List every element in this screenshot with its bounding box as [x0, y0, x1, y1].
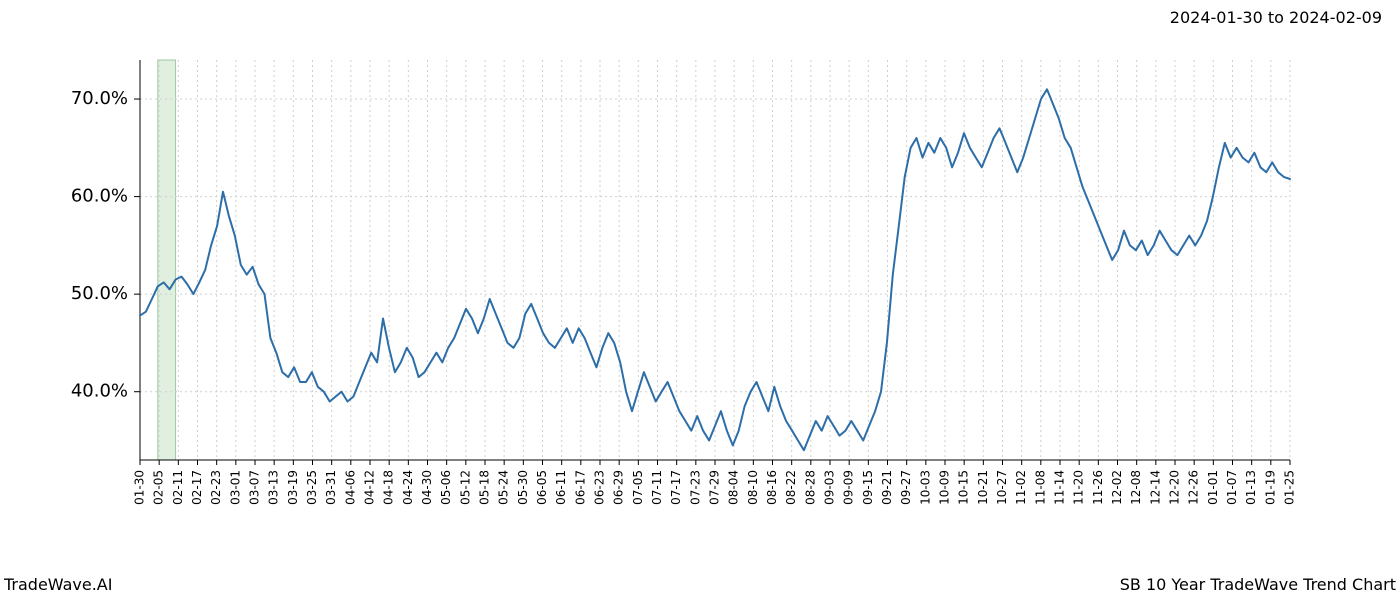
x-tick-label: 12-20: [1168, 470, 1182, 505]
brand-label: TradeWave.AI: [4, 575, 112, 594]
x-tick-label: 04-24: [401, 470, 415, 505]
x-tick-label: 04-12: [363, 470, 377, 505]
chart-svg: 40.0% 50.0% 60.0% 70.0% 01-30 02-05 02-11 02-17…: [0, 40, 1400, 550]
y-tick-label: 70.0%: [71, 88, 128, 109]
y-tick-label: 60.0%: [71, 186, 128, 207]
x-tick-label: 07-23: [688, 470, 702, 505]
x-tick-label: 10-21: [976, 470, 990, 505]
x-tick-label: 02-05: [152, 470, 166, 505]
x-tick-label: 03-13: [267, 470, 281, 505]
x-tick-label: 11-20: [1072, 470, 1086, 505]
x-tick-label: 10-09: [938, 470, 952, 505]
x-tick-label: 07-17: [669, 470, 683, 505]
x-tick-label: 09-15: [861, 470, 875, 505]
x-tick-label: 06-17: [573, 470, 587, 505]
x-tick-label: 08-22: [784, 470, 798, 505]
x-tick-label: 03-25: [305, 470, 319, 505]
x-tick-label: 01-19: [1263, 470, 1277, 505]
x-tick-label: 07-29: [708, 470, 722, 505]
x-tick-label: 10-27: [995, 470, 1009, 505]
x-tick-label: 03-07: [248, 470, 262, 505]
x-tick-label: 07-05: [631, 470, 645, 505]
x-tick-label: 10-03: [918, 470, 932, 505]
x-tick-label: 02-11: [171, 470, 185, 505]
x-tick-label: 11-26: [1091, 470, 1105, 505]
x-tick-label: 09-21: [880, 470, 894, 505]
x-tick-label: 05-06: [439, 470, 453, 505]
x-tick-label: 03-31: [324, 470, 338, 505]
x-tick-label: 01-25: [1283, 470, 1297, 505]
x-tick-label: 11-14: [1053, 470, 1067, 505]
x-tick-label: 03-01: [228, 470, 242, 505]
x-tick-label: 06-11: [554, 470, 568, 505]
chart-title: SB 10 Year TradeWave Trend Chart: [1120, 575, 1396, 594]
x-tick-label: 04-06: [343, 470, 357, 505]
x-tick-label: 12-26: [1187, 470, 1201, 505]
x-tick-label: 11-02: [1014, 470, 1028, 505]
x-tick-label: 06-05: [535, 470, 549, 505]
x-tick-label: 02-23: [209, 470, 223, 505]
trend-chart: 40.0% 50.0% 60.0% 70.0% 01-30 02-05 02-11 02-17…: [0, 40, 1400, 550]
x-tick-label: 12-08: [1129, 470, 1143, 505]
x-tick-label: 05-12: [458, 470, 472, 505]
x-tick-label: 01-13: [1244, 470, 1258, 505]
x-tick-label: 01-07: [1225, 470, 1239, 505]
y-tick-label: 40.0%: [71, 381, 128, 402]
x-tick-label: 05-18: [478, 470, 492, 505]
x-tick-label: 05-24: [497, 470, 511, 505]
x-tick-label: 01-30: [133, 470, 147, 505]
x-tick-label: 08-28: [803, 470, 817, 505]
x-tick-label: 12-14: [1148, 470, 1162, 505]
x-tick-label: 06-29: [612, 470, 626, 505]
x-tick-label: 04-30: [420, 470, 434, 505]
x-tick-label: 10-15: [957, 470, 971, 505]
x-tick-label: 09-27: [899, 470, 913, 505]
x-tick-label: 03-19: [286, 470, 300, 505]
x-tick-label: 08-04: [727, 470, 741, 505]
x-tick-label: 02-17: [190, 470, 204, 505]
date-range-label: 2024-01-30 to 2024-02-09: [1170, 8, 1382, 27]
x-tick-label: 01-01: [1206, 470, 1220, 505]
y-tick-label: 50.0%: [71, 283, 128, 304]
x-tick-label: 09-03: [823, 470, 837, 505]
x-tick-label: 08-16: [765, 470, 779, 505]
x-tick-label: 12-02: [1110, 470, 1124, 505]
x-tick-label: 06-23: [593, 470, 607, 505]
x-tick-label: 04-18: [382, 470, 396, 505]
x-tick-label: 07-11: [650, 470, 664, 505]
x-tick-label: 08-10: [746, 470, 760, 505]
x-tick-label: 09-09: [842, 470, 856, 505]
x-tick-label: 11-08: [1033, 470, 1047, 505]
x-tick-label: 05-30: [516, 470, 530, 505]
